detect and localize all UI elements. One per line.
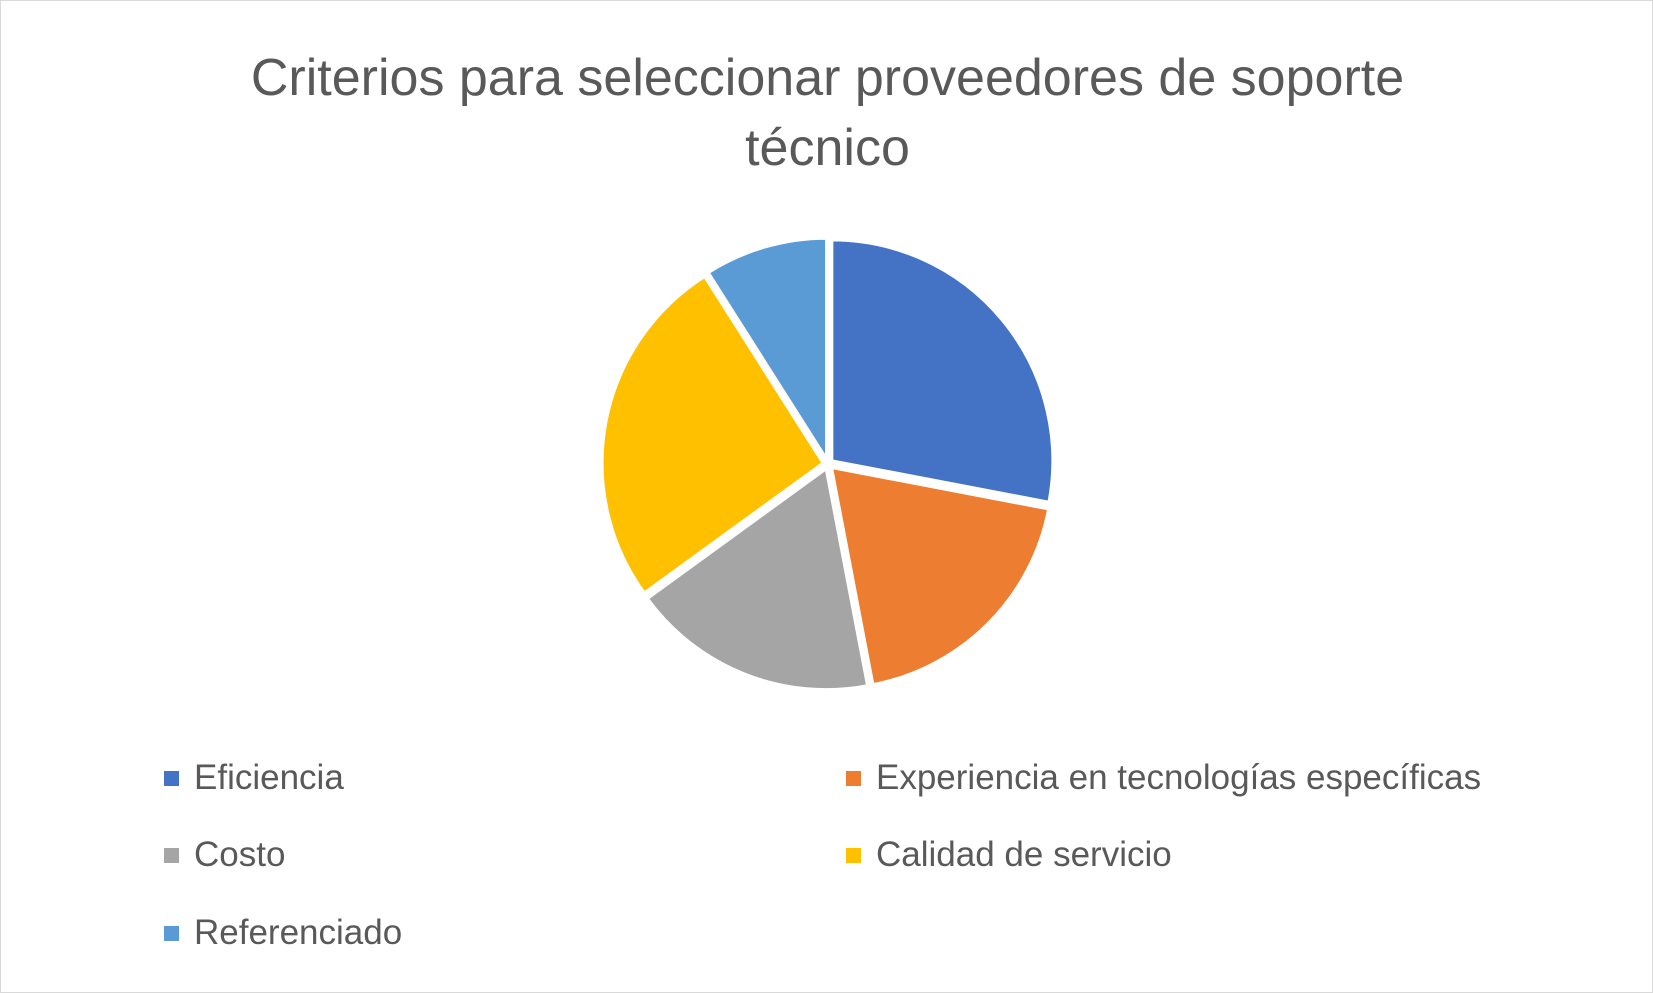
legend-label: Costo bbox=[194, 835, 285, 875]
legend-item-eficiencia: Eficiencia bbox=[164, 758, 344, 798]
legend-swatch bbox=[164, 848, 179, 863]
pie-slice-eficiencia bbox=[832, 240, 1053, 502]
legend-item-referenciado: Referenciado bbox=[164, 913, 402, 953]
legend-item-experiencia: Experiencia en tecnologías específicas bbox=[846, 758, 1481, 798]
legend-item-calidad: Calidad de servicio bbox=[846, 835, 1172, 875]
legend-swatch bbox=[164, 926, 179, 941]
legend-swatch bbox=[846, 848, 861, 863]
pie-slice-experiencia bbox=[832, 468, 1049, 685]
legend-label: Referenciado bbox=[194, 913, 402, 953]
legend-label: Experiencia en tecnologías específicas bbox=[876, 758, 1481, 798]
legend-label: Calidad de servicio bbox=[876, 835, 1172, 875]
legend-item-costo: Costo bbox=[164, 835, 285, 875]
legend-swatch bbox=[846, 771, 861, 786]
legend-swatch bbox=[164, 771, 179, 786]
legend-label: Eficiencia bbox=[194, 758, 344, 798]
pie-slices bbox=[602, 238, 1053, 689]
